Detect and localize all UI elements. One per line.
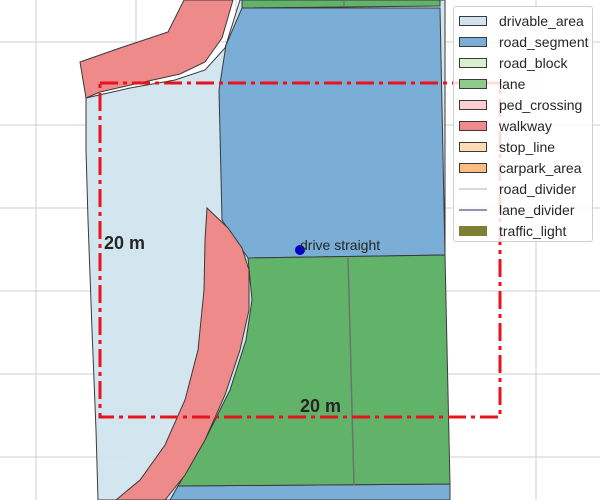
- road-divider-swatch: [459, 187, 487, 190]
- lane-polygon: [241, 0, 441, 9]
- ego-position-marker: [295, 245, 305, 255]
- legend-label: road_segment: [499, 33, 589, 50]
- lane-divider-line: [347, 257, 355, 486]
- legend-label: lane_divider: [499, 201, 575, 218]
- drivable-area-swatch: [459, 15, 487, 26]
- legend-item-ped-crossing: ped_crossing: [454, 94, 592, 115]
- walkway-polygon: [79, 0, 234, 99]
- legend-label: lane: [499, 75, 526, 92]
- road-segment-polygon: [218, 7, 446, 259]
- walkway-swatch: [459, 120, 487, 131]
- scale-label-horizontal: 20 m: [300, 396, 342, 416]
- legend-item-walkway: walkway: [454, 115, 592, 136]
- legend-item-road-block: road_block: [454, 52, 592, 73]
- legend-label: walkway: [499, 117, 552, 134]
- road-block-swatch: [459, 57, 487, 68]
- scale-label-vertical: 20 m: [104, 233, 146, 253]
- lane-swatch: [459, 78, 487, 89]
- ped-crossing-swatch: [459, 99, 487, 110]
- legend-label: stop_line: [499, 138, 556, 155]
- legend-item-road-segment: road_segment: [454, 31, 592, 52]
- stop-line-swatch: [459, 141, 487, 152]
- carpark-area-swatch: [459, 162, 487, 173]
- legend-item-road-divider: road_divider: [454, 178, 592, 199]
- lane-divider-swatch: [459, 208, 487, 211]
- legend-item-carpark-area: carpark_area: [454, 157, 592, 178]
- legend-item-lane: lane: [454, 73, 592, 94]
- legend-label: road_divider: [499, 180, 577, 197]
- legend-item-drivable-area: drivable_area: [454, 10, 592, 31]
- legend-item-lane-divider: lane_divider: [454, 199, 592, 220]
- legend-item-traffic-light: traffic_light: [454, 220, 592, 241]
- legend-label: road_block: [499, 54, 568, 71]
- walkway-polygon: [115, 206, 250, 500]
- legend-label: ped_crossing: [499, 96, 583, 113]
- maneuver-label: drive straight: [300, 237, 381, 253]
- road-segment-swatch: [459, 36, 487, 47]
- legend-label: traffic_light: [499, 222, 567, 239]
- legend-label: carpark_area: [499, 159, 582, 176]
- legend-item-stop-line: stop_line: [454, 136, 592, 157]
- roi-box: [98, 81, 502, 419]
- traffic-light-swatch: [459, 225, 487, 236]
- legend-label: drivable_area: [499, 12, 584, 29]
- road-segment-polygon: [169, 483, 451, 500]
